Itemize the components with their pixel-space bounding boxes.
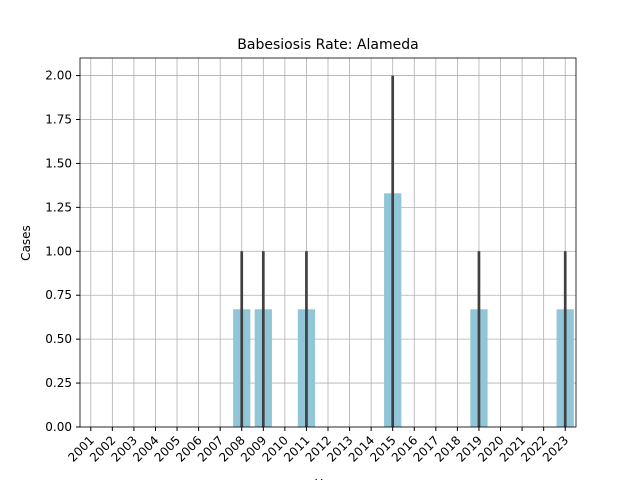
y-tick-label: 1.25 xyxy=(45,200,72,214)
plot-frame xyxy=(79,57,577,428)
chart-title: Babesiosis Rate: Alameda xyxy=(237,37,418,53)
y-tick-label: 0.75 xyxy=(45,288,72,302)
y-axis-label: Cases xyxy=(19,225,33,261)
y-tick-label: 0.50 xyxy=(45,332,72,346)
y-tick-label: 1.00 xyxy=(45,244,72,258)
y-tick-label: 0.00 xyxy=(45,420,72,434)
y-tick-label: 2.00 xyxy=(45,69,72,83)
y-tick-label: 0.25 xyxy=(45,376,72,390)
y-tick-label: 1.50 xyxy=(45,156,72,170)
y-tick-label: 1.75 xyxy=(45,113,72,127)
x-axis-label: Year xyxy=(314,477,340,480)
